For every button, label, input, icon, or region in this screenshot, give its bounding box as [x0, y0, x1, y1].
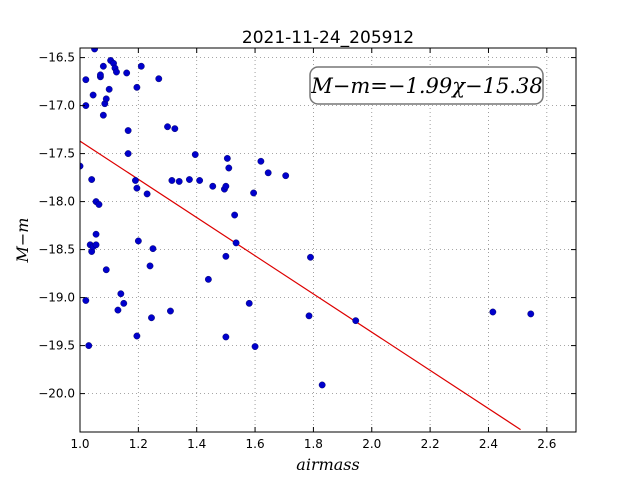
y-tick-label: −18.5 — [38, 243, 75, 257]
data-point — [209, 182, 217, 190]
data-point — [222, 182, 230, 190]
data-point — [92, 241, 100, 249]
y-axis-label: M−m — [13, 218, 32, 264]
data-point — [113, 68, 120, 76]
data-point — [105, 85, 113, 93]
data-point — [186, 176, 193, 183]
y-tick-label: −18.0 — [38, 195, 75, 209]
data-point — [264, 169, 272, 177]
y-tick-label: −20.0 — [38, 387, 75, 401]
x-axis-label: airmass — [296, 455, 359, 474]
fit-layer — [80, 140, 521, 431]
data-point — [225, 164, 233, 172]
data-point — [85, 342, 93, 349]
chart-title: 2021-11-24_205912 — [242, 28, 414, 48]
data-point — [318, 381, 326, 389]
data-point — [123, 69, 131, 77]
data-point — [222, 252, 230, 260]
x-tick-label: 2.6 — [537, 437, 556, 451]
data-point — [102, 95, 110, 103]
data-point — [95, 201, 103, 208]
data-point — [102, 266, 110, 274]
x-tick-label: 1.2 — [129, 437, 148, 451]
data-point — [88, 176, 96, 183]
data-point — [124, 150, 132, 158]
data-point — [99, 111, 107, 119]
data-point — [137, 62, 145, 70]
x-tick-label: 1.4 — [187, 437, 206, 451]
data-point — [282, 172, 290, 180]
data-point — [257, 157, 265, 165]
data-point — [231, 211, 239, 219]
data-point — [133, 184, 141, 192]
points-layer — [80, 48, 535, 389]
data-point — [191, 151, 199, 158]
data-point — [124, 127, 132, 134]
data-point — [352, 317, 360, 325]
data-point — [223, 154, 231, 162]
data-point — [133, 332, 141, 340]
annotation-text: M−m=−1.99χ−15.38 — [310, 74, 542, 98]
data-point — [204, 275, 212, 283]
data-point — [171, 125, 179, 133]
data-point — [97, 71, 104, 79]
data-point — [305, 312, 313, 320]
x-tick-label: 2.2 — [421, 437, 440, 451]
x-tick-label: 2.4 — [479, 437, 498, 451]
data-point — [134, 237, 142, 245]
data-point — [82, 297, 90, 304]
x-tick-label: 1.8 — [304, 437, 323, 451]
x-tick-labels: 1.0 1.2 1.4 1.6 1.8 2.0 2.2 2.4 2.6 — [70, 437, 556, 451]
fit-line — [80, 140, 521, 431]
data-point — [91, 48, 98, 53]
data-point — [489, 308, 497, 316]
data-point — [167, 307, 174, 315]
data-point — [222, 333, 230, 341]
x-tick-label: 2.0 — [362, 437, 381, 451]
plot-frame — [79, 47, 577, 433]
data-point — [99, 62, 107, 70]
y-tick-label: −16.5 — [38, 51, 75, 65]
y-tick-label: −19.0 — [38, 291, 75, 305]
data-point — [175, 178, 183, 185]
y-tick-label: −17.5 — [38, 147, 75, 161]
data-point — [92, 230, 100, 238]
data-point — [133, 83, 141, 91]
data-point — [82, 76, 90, 84]
y-tick-labels: −16.5 −17.0 −17.5 −18.0 −18.5 −19.0 −19.5 −20.0 — [38, 51, 75, 401]
x-tick-label: 1.0 — [70, 437, 89, 451]
data-point — [527, 310, 535, 318]
data-point — [148, 314, 155, 322]
fit-annotation: M−m=−1.99χ−15.38 — [309, 66, 544, 105]
y-tick-label: −17.0 — [38, 99, 75, 113]
annotation-box — [309, 66, 544, 105]
data-point — [251, 343, 259, 350]
x-tick-label: 1.6 — [246, 437, 265, 451]
data-point — [164, 123, 171, 131]
data-point — [89, 91, 97, 99]
data-point — [149, 245, 157, 253]
data-point — [143, 190, 151, 198]
grid — [79, 48, 576, 432]
data-point — [120, 299, 128, 307]
data-point — [155, 75, 163, 83]
data-point — [250, 189, 258, 197]
data-point — [168, 177, 176, 184]
y-tick-label: −19.5 — [38, 339, 75, 353]
data-point — [307, 253, 314, 261]
data-point — [232, 239, 240, 247]
data-point — [117, 290, 125, 298]
data-point — [245, 299, 253, 307]
ticks — [79, 48, 576, 432]
data-point — [132, 177, 139, 184]
data-point — [114, 306, 122, 314]
data-point — [196, 177, 204, 184]
data-point — [146, 262, 154, 270]
